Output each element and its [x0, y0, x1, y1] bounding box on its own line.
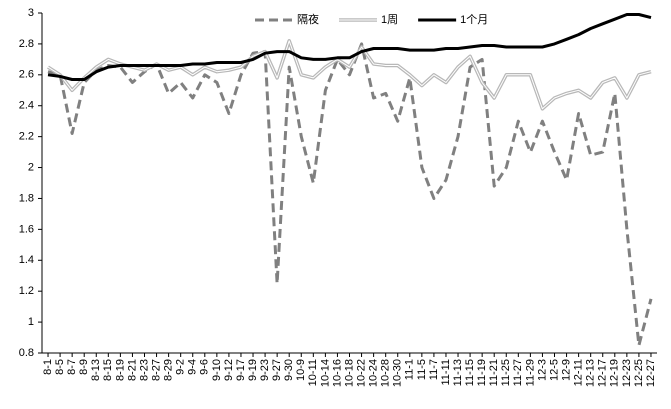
x-tick-label: 11-25: [500, 359, 512, 386]
y-tick-label: 1.6: [19, 223, 34, 235]
x-tick-label: 11-29: [524, 359, 536, 386]
series-line: [47, 42, 653, 347]
legend-label: 1个月: [460, 13, 488, 26]
x-tick-label: 10-30: [392, 359, 404, 387]
x-tick-label: 8-27: [150, 359, 162, 381]
series-line: [47, 13, 652, 81]
x-tick-label: 9-19: [247, 359, 259, 381]
x-tick-label: 12-3: [536, 359, 548, 381]
x-tick-label: 11-5: [416, 359, 428, 380]
y-tick-label: 1.4: [19, 254, 34, 266]
x-tick-label: 9-6: [199, 359, 211, 375]
x-tick-label: 12-23: [621, 359, 633, 387]
x-tick-label: 10-11: [307, 359, 319, 386]
y-tick-label: 0.8: [19, 347, 34, 359]
x-tick-label: 11-7: [428, 359, 440, 380]
x-tick-label: 12-17: [597, 359, 609, 387]
x-tick-label: 10-14: [319, 359, 331, 387]
legend-item: 1个月: [418, 13, 488, 26]
y-tick-label: 3: [28, 7, 34, 19]
x-tick-label: 12-25: [633, 359, 645, 387]
x-tick-label: 11-27: [512, 359, 524, 386]
y-tick-label: 1: [28, 316, 34, 328]
x-tick-label: 9-4: [187, 359, 199, 375]
y-tick-label: 2.4: [19, 100, 34, 112]
x-tick-label: 10-18: [343, 359, 355, 387]
x-tick-label: 12-5: [548, 359, 560, 381]
x-tick-label: 8-9: [78, 359, 90, 375]
x-tick-label: 8-21: [126, 359, 138, 381]
x-tick-label: 9-27: [271, 359, 283, 381]
legend-label: 1周: [381, 13, 398, 26]
x-tick-label: 9-30: [283, 359, 295, 381]
y-tick-label: 2.8: [19, 38, 34, 50]
x-tick-label: 10-24: [368, 359, 380, 387]
x-tick-label: 11-19: [476, 359, 488, 386]
x-tick-label: 8-19: [114, 359, 126, 381]
x-tick-label: 9-17: [235, 359, 247, 381]
x-tick-label: 9-2: [175, 359, 187, 375]
x-tick-label: 11-21: [488, 359, 500, 386]
x-tick-label: 10-28: [380, 359, 392, 387]
x-tick-label: 10-9: [295, 359, 307, 381]
x-tick-label: 12-27: [645, 359, 657, 387]
series-line-inner: [47, 40, 652, 110]
y-tick-label: 2.2: [19, 131, 34, 143]
x-tick-label: 12-13: [585, 359, 597, 387]
x-tick-label: 9-12: [223, 359, 235, 381]
x-tick-label: 8-1: [42, 359, 54, 375]
x-tick-label: 11-1: [404, 359, 416, 380]
x-tick-label: 10-16: [331, 359, 343, 387]
x-tick-label: 8-23: [138, 359, 150, 381]
x-tick-label: 8-5: [54, 359, 66, 375]
y-tick-label: 2.6: [19, 69, 34, 81]
x-tick-label: 11-11: [440, 359, 452, 386]
x-tick-label: 11-15: [464, 359, 476, 386]
x-tick-label: 8-13: [90, 359, 102, 381]
x-tick-label: 9-23: [259, 359, 271, 381]
x-tick-label: 8-15: [102, 359, 114, 381]
legend-label: 隔夜: [297, 12, 319, 26]
x-tick-label: 12-9: [560, 359, 572, 381]
x-tick-label: 8-7: [66, 359, 78, 375]
x-tick-label: 11-13: [452, 359, 464, 386]
y-tick-label: 1.8: [19, 192, 34, 204]
legend-item: 隔夜: [255, 12, 319, 26]
y-tick-label: 1.2: [19, 285, 34, 297]
legend-item: 1周: [339, 13, 398, 26]
x-tick-label: 12-11: [573, 359, 585, 386]
x-tick-label: 12-19: [609, 359, 621, 387]
x-tick-label: 8-29: [163, 359, 175, 381]
y-tick-label: 2: [28, 161, 34, 173]
x-tick-label: 9-10: [211, 359, 223, 381]
x-tick-label: 10-22: [355, 359, 367, 387]
